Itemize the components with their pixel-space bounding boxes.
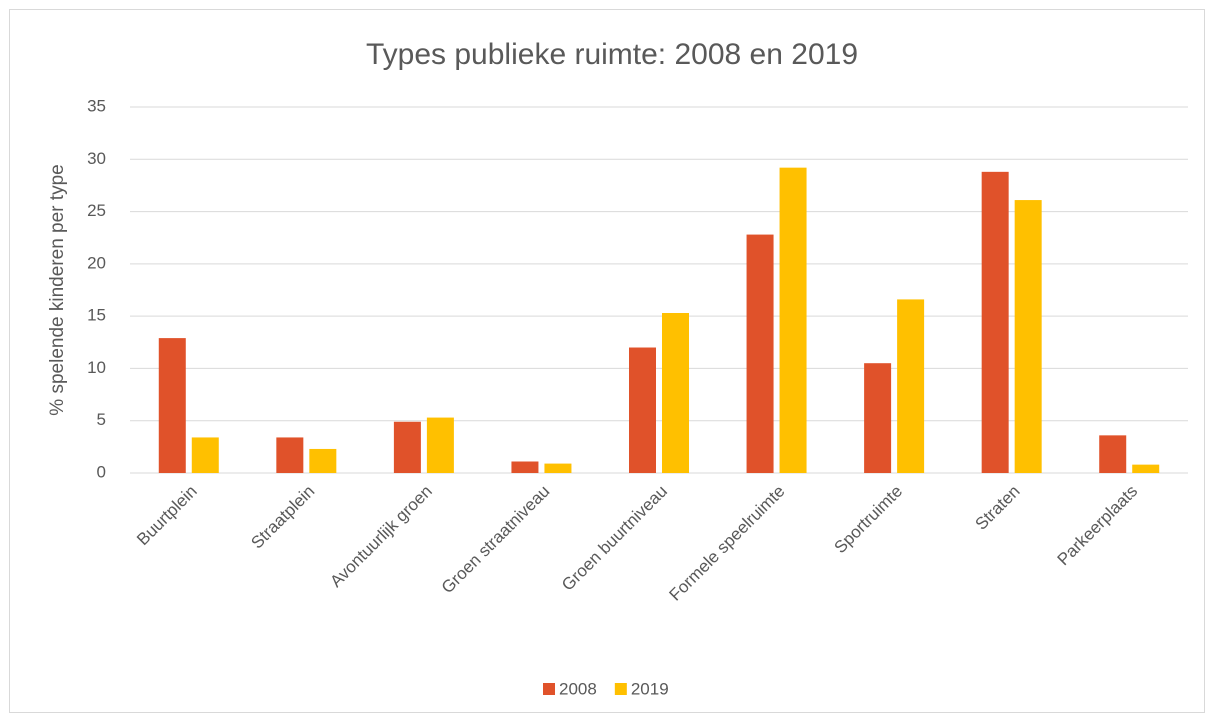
bar [426,417,454,473]
bar [309,448,337,473]
y-tick-label: 15 [87,306,106,325]
y-tick-label: 30 [87,149,106,168]
bar [1099,435,1127,473]
chart-title: Types publieke ruimte: 2008 en 2019 [366,38,858,71]
bar [746,234,774,473]
bar [662,313,689,473]
bar [158,338,186,473]
legend-swatch [614,683,627,695]
bar [779,167,807,473]
bar [276,437,304,473]
bar [544,463,572,473]
bar [629,347,656,473]
bar [1132,464,1160,473]
bar [1014,200,1042,473]
y-tick-label: 25 [87,201,106,220]
y-tick-label: 35 [87,96,106,115]
bar [897,299,925,473]
bar [191,437,219,473]
legend-label: 2008 [559,679,597,698]
y-tick-label: 20 [87,253,106,272]
legend-label: 2019 [631,679,669,698]
y-tick-label: 0 [97,462,106,481]
legend-swatch [543,683,555,695]
bar [511,461,539,473]
y-tick-label: 5 [97,410,106,429]
bar [864,363,892,473]
y-tick-label: 10 [87,358,106,377]
bar [393,421,421,473]
bar [981,171,1009,473]
y-axis-label: % spelende kinderen per type [47,164,68,415]
